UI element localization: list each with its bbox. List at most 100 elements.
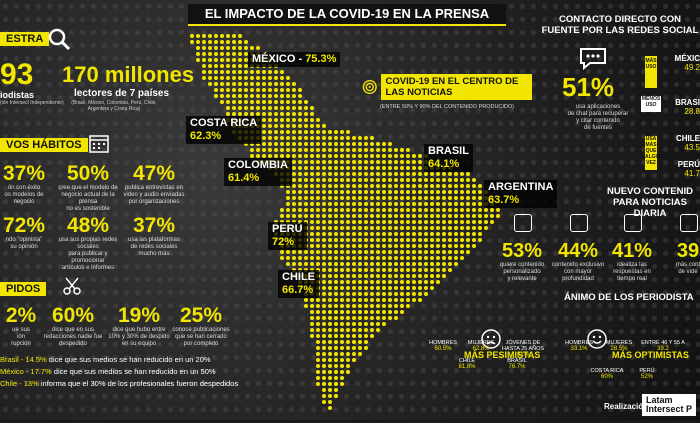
map-dot	[346, 292, 350, 296]
map-dot	[424, 178, 428, 182]
map-dot	[286, 214, 290, 218]
map-dot	[382, 142, 386, 146]
optimista-5: PERÚ 52%	[624, 368, 670, 380]
map-dot	[316, 304, 320, 308]
map-dot	[418, 262, 422, 266]
search-icon	[48, 28, 71, 51]
map-dot	[298, 112, 302, 116]
map-dot	[352, 142, 356, 146]
map-dot	[430, 190, 434, 194]
contacto-country-4: PERÚ 41.7	[666, 160, 700, 178]
map-dot	[454, 256, 458, 260]
map-dot	[346, 226, 350, 230]
map-dot	[442, 208, 446, 212]
map-dot	[274, 100, 278, 104]
map-dot	[328, 394, 332, 398]
map-dot	[328, 316, 332, 320]
map-dot	[334, 166, 338, 170]
map-dot	[460, 232, 464, 236]
map-dot	[328, 346, 332, 350]
country-argentina: ARGENTINA 63.7%	[484, 180, 558, 208]
map-dot	[394, 262, 398, 266]
badge-usa-mas: USA MÁS QUE ALGUNA VEZ	[645, 136, 666, 170]
map-dot	[472, 238, 476, 242]
map-dot	[364, 322, 368, 326]
pesimista-2: MUJERES 62.8%	[458, 340, 504, 352]
map-dot	[340, 286, 344, 290]
pesimista-5-pct: 76.7%	[508, 364, 526, 370]
map-dot	[388, 148, 392, 152]
map-dot	[442, 232, 446, 236]
map-dot	[454, 178, 458, 182]
map-dot	[226, 94, 230, 98]
map-dot	[292, 154, 296, 158]
habito-2-value: 50%	[66, 162, 110, 185]
map-dot	[418, 292, 422, 296]
map-dot	[352, 298, 356, 302]
map-dot	[328, 226, 332, 230]
map-dot	[334, 172, 338, 176]
map-dot	[352, 178, 356, 182]
map-dot	[322, 262, 326, 266]
map-dot	[352, 328, 356, 332]
map-dot	[454, 238, 458, 242]
map-dot	[370, 244, 374, 248]
map-dot	[226, 58, 230, 62]
map-dot	[340, 208, 344, 212]
optimistas-title: MÁS OPTIMISTAS	[612, 350, 689, 360]
map-dot	[262, 124, 266, 128]
map-dot	[334, 346, 338, 350]
map-dot	[364, 238, 368, 242]
map-dot	[400, 268, 404, 272]
map-dot	[358, 352, 362, 356]
map-dot	[376, 190, 380, 194]
map-dot	[322, 208, 326, 212]
map-dot	[424, 262, 428, 266]
map-dot	[256, 76, 260, 80]
map-dot	[412, 262, 416, 266]
map-dot	[496, 214, 500, 218]
map-dot	[346, 322, 350, 326]
map-dot	[436, 256, 440, 260]
map-dot	[286, 106, 290, 110]
map-dot	[352, 292, 356, 296]
map-dot	[436, 214, 440, 218]
map-dot	[220, 94, 224, 98]
map-dot	[412, 256, 416, 260]
map-dot	[358, 148, 362, 152]
map-dot	[280, 112, 284, 116]
map-dot	[406, 268, 410, 272]
map-dot	[460, 202, 464, 206]
map-dot	[286, 82, 290, 86]
map-dot	[394, 250, 398, 254]
map-dot	[328, 322, 332, 326]
map-dot	[202, 34, 206, 38]
hand-icon	[570, 214, 588, 232]
map-dot	[394, 208, 398, 212]
map-dot	[340, 316, 344, 320]
map-dot	[280, 94, 284, 98]
map-dot	[238, 70, 242, 74]
map-dot	[484, 208, 488, 212]
map-dot	[394, 202, 398, 206]
map-dot	[310, 106, 314, 110]
map-dot	[358, 196, 362, 200]
map-dot	[472, 190, 476, 194]
map-dot	[364, 136, 368, 140]
map-dot	[334, 310, 338, 314]
map-dot	[358, 310, 362, 314]
map-dot	[448, 238, 452, 242]
contenido-4-value: 39	[676, 240, 700, 262]
map-dot	[322, 172, 326, 176]
map-dot	[274, 118, 278, 122]
map-dot	[400, 256, 404, 260]
map-dot	[388, 232, 392, 236]
map-dot	[304, 124, 308, 128]
map-dot	[364, 166, 368, 170]
contenido-3-value: 41%	[611, 240, 653, 262]
map-dot	[316, 328, 320, 332]
map-dot	[394, 280, 398, 284]
map-dot	[364, 310, 368, 314]
map-dot	[262, 94, 266, 98]
map-dot	[430, 280, 434, 284]
